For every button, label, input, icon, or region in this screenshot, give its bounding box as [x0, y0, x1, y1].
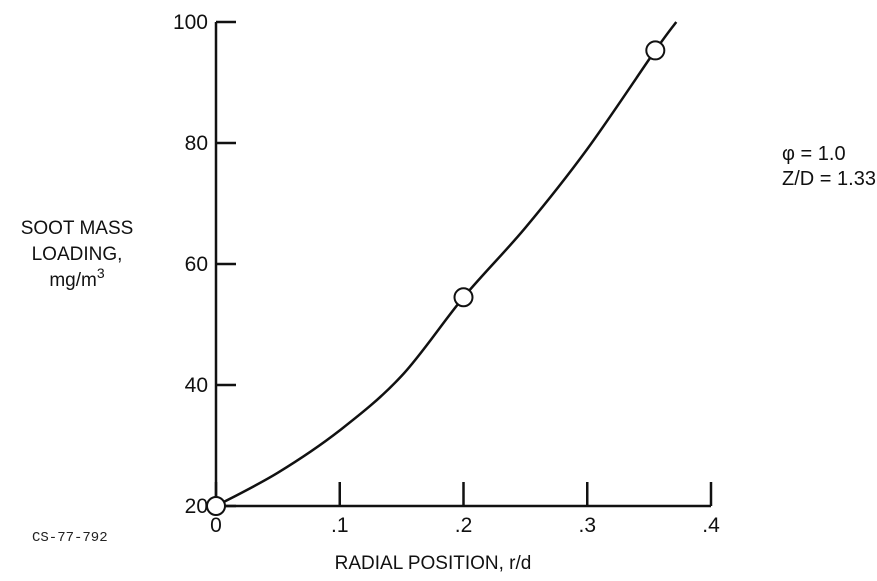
data-point	[453, 287, 474, 308]
figure-id: CS-77-792	[32, 530, 108, 546]
y-tick-label: 20	[185, 495, 208, 518]
annotation-z-over-d: Z/D = 1.33	[782, 168, 876, 190]
y-axis-title-line-1: SOOT MASS	[21, 218, 134, 239]
y-tick-label: 100	[173, 11, 208, 34]
data-point	[206, 496, 226, 516]
y-tick-label: 80	[185, 132, 208, 155]
y-axis-unit-superscript: 3	[97, 265, 105, 281]
series-curve	[215, 21, 678, 508]
y-axis-unit-base: mg/m	[49, 270, 97, 291]
data-points	[206, 40, 666, 516]
x-axis-title: RADIAL POSITION, r/d	[335, 553, 532, 574]
y-tick-label: 40	[185, 374, 208, 397]
x-tick-label: 0	[210, 514, 222, 537]
x-tick-label: .4	[702, 514, 720, 537]
y-axis-title-unit: mg/m3	[49, 265, 105, 291]
y-ticks: 20 40 60 80 100	[173, 11, 236, 518]
x-tick-label: .1	[331, 514, 349, 537]
y-axis-title-line-2: LOADING,	[32, 244, 123, 265]
x-tick-label: .2	[455, 514, 473, 537]
y-tick-label: 60	[185, 253, 208, 276]
annotation-phi: φ = 1.0	[782, 143, 846, 165]
data-point	[645, 40, 666, 61]
x-ticks: 0 .1 .2 .3 .4	[210, 482, 720, 537]
axes	[214, 22, 711, 508]
x-tick-label: .3	[578, 514, 596, 537]
